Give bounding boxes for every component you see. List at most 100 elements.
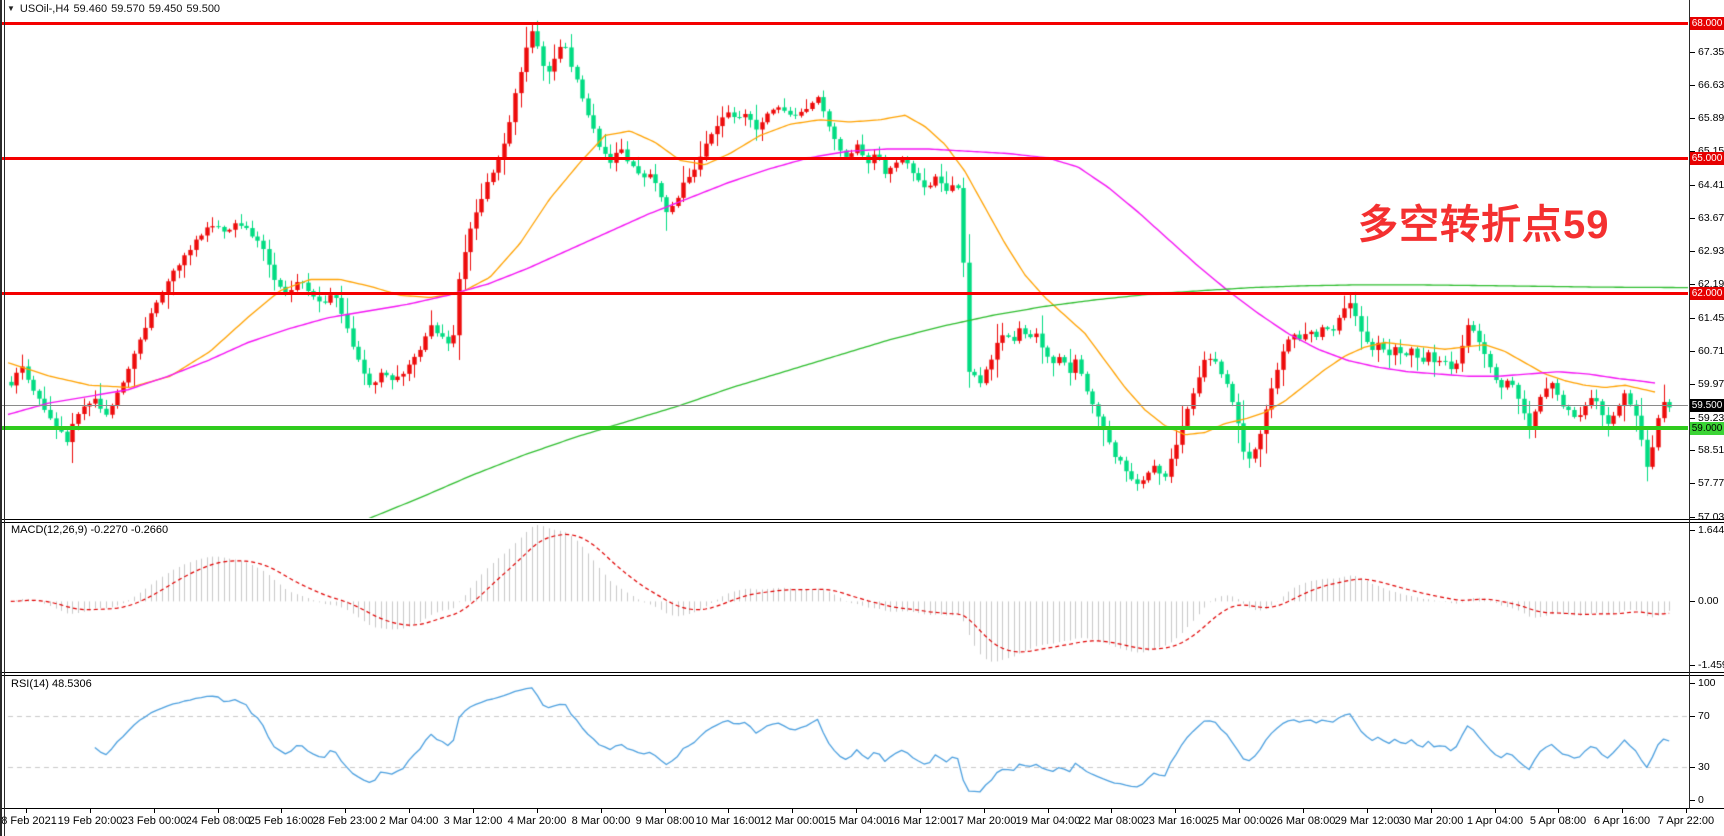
time-axis-label: 9 Mar 08:00 <box>635 815 695 827</box>
time-axis-label: 23 Feb 00:00 <box>121 815 187 827</box>
quote-open: 59.460 <box>73 3 108 15</box>
axis-tick-mark <box>1690 665 1695 666</box>
axis-tick-mark <box>1690 52 1695 53</box>
chart-left-border <box>4 0 5 836</box>
time-tick-mark <box>90 809 91 813</box>
axis-tick-mark <box>1690 601 1695 602</box>
macd-rsi-separator[interactable] <box>0 672 1724 673</box>
time-axis-label: 26 Mar 08:00 <box>1270 815 1336 827</box>
quote-bar: ▼ USOil-,H4 59.460 59.570 59.450 59.500 <box>7 3 220 15</box>
time-axis-label: 7 Apr 22:00 <box>1657 815 1715 827</box>
window-left-edge <box>0 0 2 836</box>
time-tick-mark <box>601 809 602 813</box>
time-tick-mark <box>792 809 793 813</box>
time-tick-mark <box>537 809 538 813</box>
price-tick-label: 66.630 <box>1698 79 1724 91</box>
time-tick-mark <box>920 809 921 813</box>
price-level-badge: 68.000 <box>1690 17 1724 30</box>
time-axis-line <box>0 808 1724 809</box>
quote-close: 59.500 <box>186 3 221 15</box>
price-level-badge: 62.000 <box>1690 287 1724 300</box>
time-axis-label: 28 Feb 23:00 <box>312 815 378 827</box>
time-axis-label: 29 Mar 12:00 <box>1334 815 1400 827</box>
time-tick-mark <box>1048 809 1049 813</box>
time-axis-label: 30 Mar 20:00 <box>1398 815 1464 827</box>
axis-tick-mark <box>1690 767 1695 768</box>
chart-annotation-text: 多空转折点59 <box>1358 203 1610 247</box>
axis-tick-mark <box>1690 450 1695 451</box>
axis-tick-mark <box>1690 800 1695 801</box>
time-tick-mark <box>1431 809 1432 813</box>
axis-tick-mark <box>1690 384 1695 385</box>
time-tick-mark <box>1367 809 1368 813</box>
time-axis-label: 24 Feb 08:00 <box>185 815 251 827</box>
price-level-badge: 59.000 <box>1690 422 1724 435</box>
time-axis-label: 25 Feb 16:00 <box>248 815 314 827</box>
time-axis-label: 22 Mar 08:00 <box>1078 815 1144 827</box>
rsi-tick-label: 100 <box>1698 677 1716 689</box>
time-tick-mark <box>154 809 155 813</box>
time-axis-label: 6 Apr 16:00 <box>1593 815 1651 827</box>
time-tick-mark <box>1239 809 1240 813</box>
main-macd-separator[interactable] <box>0 519 1724 520</box>
axis-tick-mark <box>1690 284 1695 285</box>
time-tick-mark <box>1111 809 1112 813</box>
time-tick-mark <box>665 809 666 813</box>
price-tick-label: 65.890 <box>1698 112 1724 124</box>
time-axis-label: 4 Mar 20:00 <box>507 815 567 827</box>
price-tick-label: 57.030 <box>1698 511 1724 523</box>
axis-tick-mark <box>1690 218 1695 219</box>
rsi-indicator-label: RSI(14) 48.5306 <box>11 678 92 690</box>
chevron-down-icon[interactable]: ▼ <box>7 4 15 13</box>
axis-tick-mark <box>1690 251 1695 252</box>
time-axis-label: 16 Mar 12:00 <box>887 815 953 827</box>
price-level-badge: 65.000 <box>1690 152 1724 165</box>
axis-tick-mark <box>1690 351 1695 352</box>
time-tick-mark <box>281 809 282 813</box>
time-tick-mark <box>26 809 27 813</box>
time-axis-label: 18 Feb 2021 <box>0 815 57 827</box>
time-tick-mark <box>728 809 729 813</box>
price-tick-label: 62.930 <box>1698 245 1724 257</box>
time-axis-label: 10 Mar 16:00 <box>695 815 761 827</box>
resistance-line-65[interactable] <box>0 156 1688 160</box>
time-tick-mark <box>345 809 346 813</box>
axis-tick-mark <box>1690 716 1695 717</box>
time-tick-mark <box>1175 809 1176 813</box>
time-axis-label: 19 Mar 04:00 <box>1015 815 1081 827</box>
axis-tick-mark <box>1690 418 1695 419</box>
price-tick-label: 60.710 <box>1698 345 1724 357</box>
axis-tick-mark <box>1690 483 1695 484</box>
time-tick-mark <box>1495 809 1496 813</box>
price-tick-label: 57.770 <box>1698 477 1724 489</box>
price-tick-label: 59.230 <box>1698 412 1724 424</box>
rsi-tick-label: 0 <box>1698 794 1704 806</box>
time-axis-label: 5 Apr 08:00 <box>1529 815 1587 827</box>
time-axis-label: 3 Mar 12:00 <box>443 815 503 827</box>
axis-tick-mark <box>1690 185 1695 186</box>
bid-price-line[interactable] <box>0 405 1688 406</box>
time-axis-label: 8 Mar 00:00 <box>571 815 631 827</box>
axis-tick-mark <box>1690 151 1695 152</box>
resistance-line-68[interactable] <box>0 21 1688 25</box>
price-tick-label: 58.510 <box>1698 444 1724 456</box>
price-tick-label: 67.350 <box>1698 46 1724 58</box>
time-axis-label: 15 Mar 04:00 <box>823 815 889 827</box>
axis-tick-mark <box>1690 517 1695 518</box>
time-axis-label: 2 Mar 04:00 <box>379 815 439 827</box>
time-tick-mark <box>856 809 857 813</box>
symbol-timeframe-label: USOil-,H4 <box>19 3 70 15</box>
rsi-tick-label: 70 <box>1698 710 1710 722</box>
axis-tick-mark <box>1690 85 1695 86</box>
axis-border <box>1689 0 1690 809</box>
macd-panel-top-border <box>0 522 1724 523</box>
time-tick-mark <box>1303 809 1304 813</box>
time-tick-mark <box>409 809 410 813</box>
time-axis-label: 25 Mar 00:00 <box>1206 815 1272 827</box>
time-axis-label: 23 Mar 16:00 <box>1142 815 1208 827</box>
support-line-59[interactable] <box>0 426 1688 430</box>
time-axis-label: 1 Apr 04:00 <box>1466 815 1524 827</box>
resistance-line-62[interactable] <box>0 291 1688 295</box>
